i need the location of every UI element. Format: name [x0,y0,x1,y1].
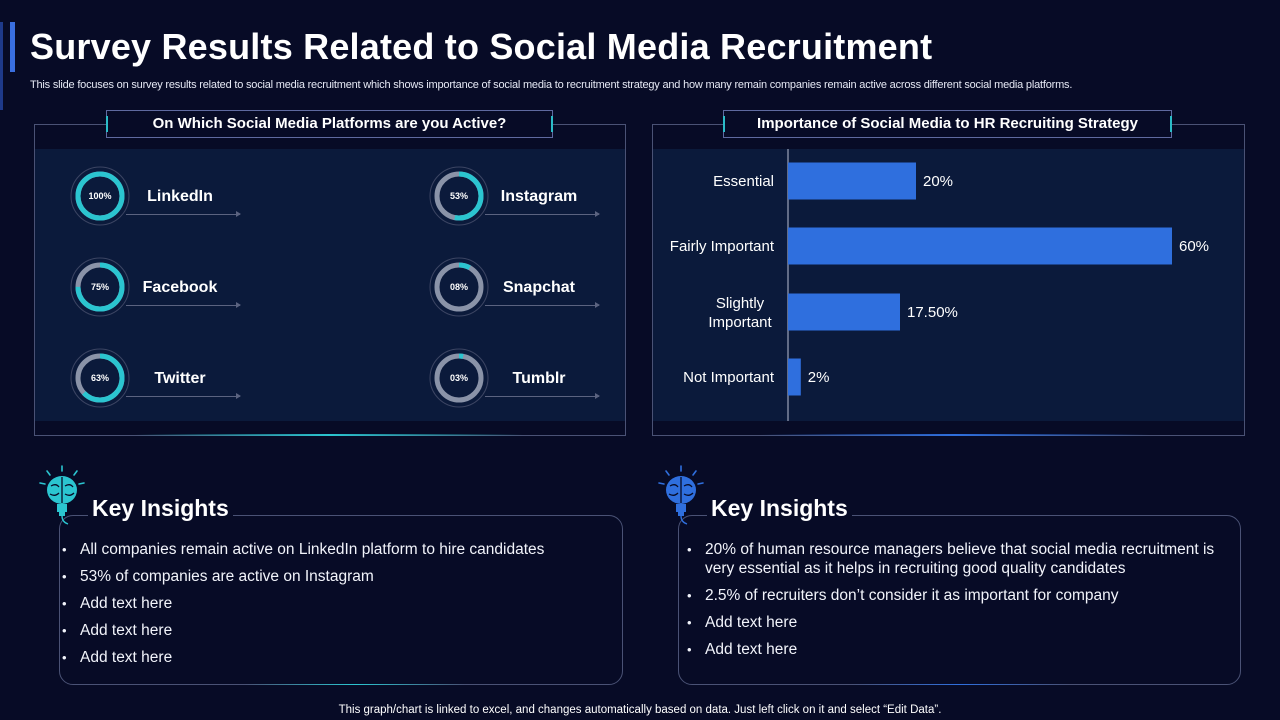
bar-data-label: 60% [1179,238,1209,255]
importance-panel-inner [653,149,1244,421]
platform-arrow-line [485,211,600,217]
bar-essential [788,162,916,200]
donut-value-arc [75,353,125,403]
donut-outer-ring [429,166,489,226]
platform-donut: 100% [70,166,130,226]
bar-fairly-important [788,227,1172,265]
donut-outer-ring [70,166,130,226]
insight-item: Add text here [60,621,600,640]
footer-note: This graph/chart is linked to excel, and… [338,704,942,716]
platform-name: Instagram [500,188,578,205]
donut-value-arc [75,262,125,312]
insights-right-title: Key Insights [707,495,852,522]
platform-percent: 75% [90,282,109,292]
platform-name: Tumblr [512,370,566,387]
platform-arrow-line [485,393,600,399]
brain-lightbulb-icon [656,464,706,525]
brain-lightbulb-icon [37,464,87,525]
platform-donut: 53% [429,166,489,226]
category-tick-label: Slightly Important [708,295,772,331]
platform-arrow-line [485,302,600,308]
insight-item: Add text here [60,648,600,667]
insights-left-list: All companies remain active on LinkedIn … [60,540,600,675]
left-accent-bar-thin [0,22,3,110]
platform-arrow-line [126,393,241,399]
donut-outer-ring [429,348,489,408]
category-tick-label: Not Important [683,369,775,386]
platform-name: Twitter [154,370,206,387]
importance-panel-glow [760,434,1150,436]
page-title: Survey Results Related to Social Media R… [30,26,933,67]
platform-percent: 63% [90,373,109,383]
platform-arrow-line [126,211,241,217]
insights-left-title: Key Insights [88,495,233,522]
bar-not-important [788,358,801,396]
platforms-panel-glow [135,434,523,436]
bar-slightly-important [788,293,900,331]
platform-donut: 63% [70,348,130,408]
insight-item: All companies remain active on LinkedIn … [60,540,600,559]
platform-percent: 53% [449,191,468,201]
platform-percent: 100% [88,191,112,201]
platforms-panel-header: On Which Social Media Platforms are you … [106,110,553,138]
donut-outer-ring [70,257,130,317]
platform-name: Facebook [142,279,218,296]
insight-item: 20% of human resource managers believe t… [685,540,1225,578]
donut-outer-ring [429,257,489,317]
bar-data-label: 17.50% [907,304,958,321]
donut-value-arc [434,353,484,403]
category-tick-label: Fairly Important [670,238,775,255]
platform-donut: 08% [429,257,489,317]
platform-donut: 03% [429,348,489,408]
donut-outer-ring [70,348,130,408]
importance-bar-chart: 20% Essential 60% Fairly Important 17.50% Sli… [653,149,1244,421]
page-subtitle: This slide focuses on survey results rel… [30,79,1073,91]
insights-right-list: 20% of human resource managers believe t… [685,540,1225,667]
category-tick-label: Essential [713,173,774,190]
platform-percent: 08% [449,282,468,292]
insights-left-glow [245,684,465,685]
insight-item: 2.5% of recruiters don’t consider it as … [685,586,1225,605]
platforms-panel-inner [35,149,625,421]
bar-data-label: 20% [923,173,953,190]
donut-value-arc [434,171,484,221]
platform-arrow-line [126,302,241,308]
insight-item: Add text here [685,640,1225,659]
insight-item: 53% of companies are active on Instagram [60,567,600,586]
donut-value-arc [75,171,125,221]
insight-item: Add text here [685,613,1225,632]
insights-right-glow [850,684,1070,685]
platform-name: Snapchat [502,279,575,296]
platform-name: LinkedIn [147,188,213,205]
left-accent-bar [10,22,15,72]
importance-panel-header: Importance of Social Media to HR Recruit… [723,110,1172,138]
platform-percent: 03% [449,373,468,383]
donut-value-arc [434,262,484,312]
platform-donut: 75% [70,257,130,317]
insight-item: Add text here [60,594,600,613]
bar-data-label: 2% [808,369,830,386]
